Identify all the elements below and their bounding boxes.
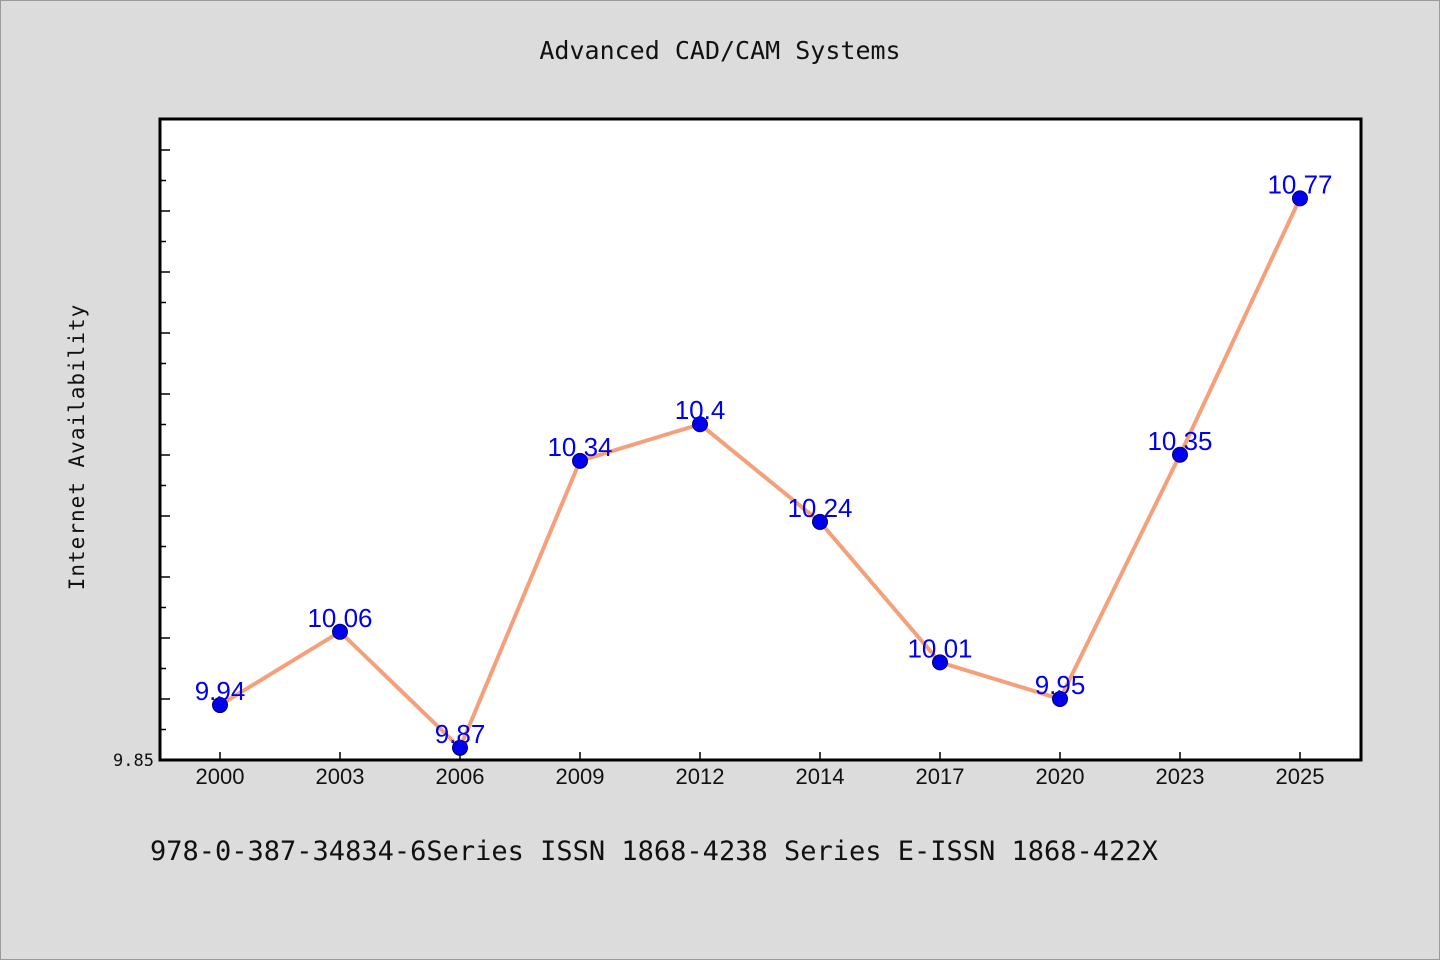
footer-text: 978-0-387-34834-6Series ISSN 1868-4238 S… <box>150 836 1158 867</box>
y-axis-ticks: 9.85 <box>113 149 170 771</box>
data-label: 10.24 <box>787 493 852 523</box>
data-label: 10.4 <box>675 395 726 425</box>
data-point <box>812 513 828 530</box>
data-point <box>212 697 228 714</box>
data-point <box>1052 690 1068 707</box>
data-label: 10.77 <box>1267 169 1332 199</box>
series-lines <box>218 197 1302 750</box>
data-point <box>1292 190 1308 207</box>
x-tick-label: 2025 <box>1276 764 1325 789</box>
x-tick-label: 2003 <box>316 764 365 789</box>
x-tick-label: 2017 <box>916 764 965 789</box>
data-point <box>692 416 708 433</box>
data-label: 10.06 <box>307 603 372 633</box>
data-labels: 9.94 10.06 9.87 10.34 10.4 10.24 10.01 9.95 10.3… <box>195 169 1333 748</box>
x-tick-label: 2012 <box>676 764 725 789</box>
x-axis-ticks: 2000 2003 2006 2009 2012 2014 2017 2020 2023 2025 <box>196 752 1325 789</box>
data-label: 9.94 <box>195 676 246 706</box>
data-label: 10.01 <box>907 633 972 663</box>
series-line <box>218 197 1302 750</box>
data-label: 9.95 <box>1035 670 1086 700</box>
data-label: 9.87 <box>435 719 486 749</box>
y-tick-label: 9.85 <box>113 751 154 771</box>
data-label: 10.34 <box>547 432 612 462</box>
x-tick-label: 2020 <box>1036 764 1085 789</box>
data-point <box>1172 446 1188 463</box>
x-tick-label: 2006 <box>436 764 485 789</box>
x-tick-label: 2000 <box>196 764 245 789</box>
data-point <box>932 654 948 671</box>
data-point <box>332 623 348 640</box>
data-point <box>572 452 588 469</box>
data-point <box>452 739 468 756</box>
x-tick-label: 2009 <box>556 764 605 789</box>
x-tick-label: 2023 <box>1156 764 1205 789</box>
series-markers <box>212 190 1308 756</box>
chart-title: Advanced CAD/CAM Systems <box>539 36 901 65</box>
x-tick-label: 2014 <box>796 764 845 789</box>
data-label: 10.35 <box>1147 426 1212 456</box>
